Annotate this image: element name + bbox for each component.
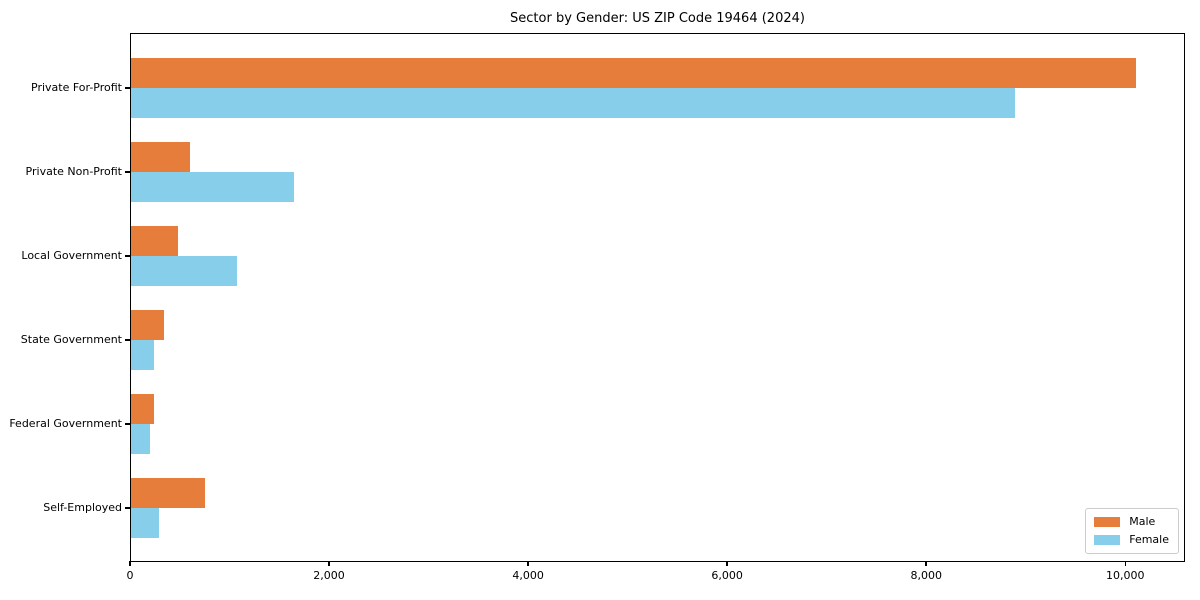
x-axis-tick-mark (726, 561, 728, 566)
bar-male-private-non-profit (131, 141, 190, 172)
x-axis-tick-mark (527, 561, 529, 566)
bar-female-federal-government (131, 423, 150, 454)
y-axis-tick-mark (125, 507, 130, 509)
y-axis-label-self-employed: Self-Employed (43, 501, 122, 514)
y-axis-label-federal-government: Federal Government (9, 417, 122, 430)
bar-male-private-for-profit (131, 57, 1136, 88)
y-axis-label-private-non-profit: Private Non-Profit (25, 165, 122, 178)
x-axis-tick-mark (925, 561, 927, 566)
y-axis-label-local-government: Local Government (21, 249, 122, 262)
y-axis-tick-mark (125, 255, 130, 257)
bar-male-federal-government (131, 393, 154, 424)
x-axis-tick-mark (328, 561, 330, 566)
y-axis-label-private-for-profit: Private For-Profit (31, 81, 122, 94)
bar-female-state-government (131, 339, 154, 370)
legend-item-female: Female (1094, 534, 1169, 546)
x-axis-tick-label-6-000: 6,000 (711, 569, 743, 582)
x-axis-tick-mark (129, 561, 131, 566)
x-axis-tick-label-0: 0 (126, 569, 134, 582)
y-axis-tick-mark (125, 87, 130, 89)
female-color-swatch (1094, 535, 1121, 545)
x-axis-tick-label-8-000: 8,000 (910, 569, 942, 582)
x-axis-tick-label-4-000: 4,000 (512, 569, 544, 582)
bar-male-local-government (131, 225, 178, 256)
bar-male-state-government (131, 309, 164, 340)
y-axis-tick-mark (125, 423, 130, 425)
legend-label-female: Female (1129, 533, 1169, 546)
legend: Male Female (1085, 508, 1179, 554)
plot-area: Male Female (130, 33, 1185, 562)
legend-item-male: Male (1094, 516, 1169, 528)
bar-male-self-employed (131, 477, 205, 508)
x-axis-tick-mark (1124, 561, 1127, 566)
bar-female-private-for-profit (131, 87, 1015, 118)
male-color-swatch (1094, 517, 1121, 527)
y-axis-tick-mark (125, 171, 130, 173)
y-axis-tick-mark (125, 339, 130, 341)
legend-label-male: Male (1129, 515, 1156, 528)
x-axis-tick-label-10-000: 10,000 (1106, 569, 1145, 582)
bar-female-private-non-profit (131, 171, 294, 202)
bar-female-self-employed (131, 507, 159, 538)
y-axis-label-state-government: State Government (20, 333, 122, 346)
chart-title: Sector by Gender: US ZIP Code 19464 (202… (510, 11, 805, 26)
bar-female-local-government (131, 255, 237, 286)
x-axis-tick-label-2-000: 2,000 (313, 569, 345, 582)
